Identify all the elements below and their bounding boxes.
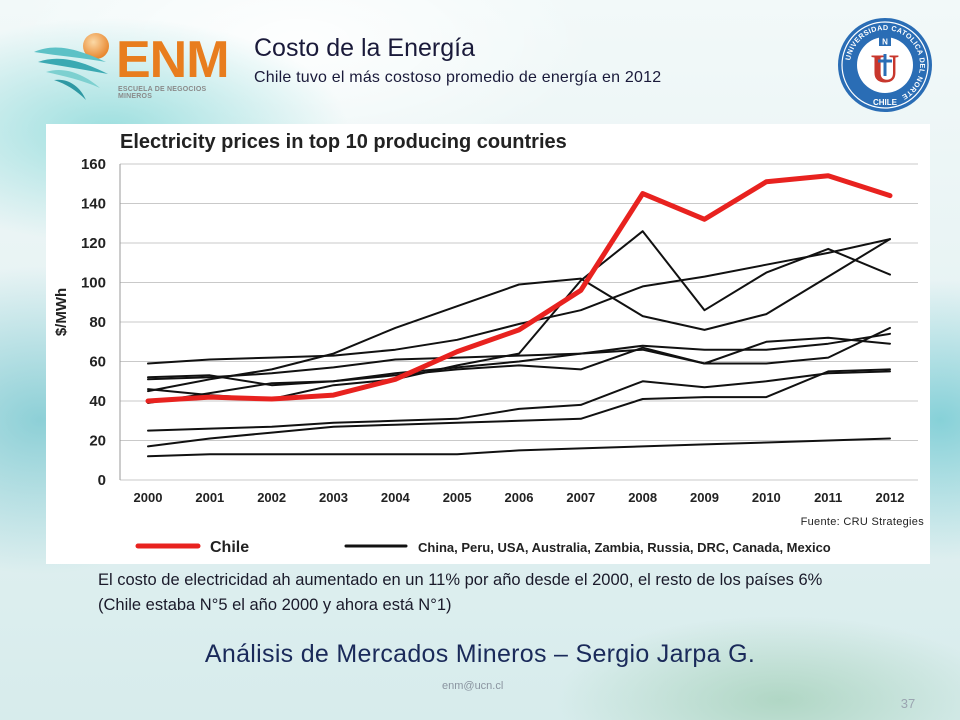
y-tick-label: 40 bbox=[89, 393, 106, 410]
explanatory-note: El costo de electricidad ah aumentado en… bbox=[98, 571, 823, 614]
footer-email: enm@ucn.cl bbox=[442, 680, 504, 692]
y-tick-label: 20 bbox=[89, 433, 106, 450]
footer-title: Análisis de Mercados Mineros – Sergio Ja… bbox=[204, 640, 756, 668]
enm-swirl-icon bbox=[34, 33, 109, 100]
enm-logo: ENM ESCUELA DE NEGOCIOS MINEROS bbox=[28, 28, 238, 102]
source-note: Fuente: CRU Strategies bbox=[800, 516, 924, 528]
enm-brand: ENM bbox=[116, 31, 230, 89]
series-line-other bbox=[147, 326, 891, 404]
seal-badge: N bbox=[882, 38, 888, 47]
chart-gridlines bbox=[119, 163, 918, 481]
series-line-other bbox=[147, 370, 891, 432]
series-line-other bbox=[147, 332, 891, 381]
series-line-other bbox=[147, 238, 891, 365]
chart-y-axis-label: $/MWh bbox=[53, 288, 70, 336]
x-tick-label: 2008 bbox=[628, 490, 657, 505]
chart-title: Electricity prices in top 10 producing c… bbox=[120, 131, 567, 153]
chart-legend: Chile China, Peru, USA, Australia, Zambia… bbox=[135, 539, 831, 556]
title-block: Costo de la Energía Chile tuvo el más co… bbox=[254, 34, 661, 87]
page-number: 37 bbox=[900, 696, 916, 711]
x-tick-label: 2004 bbox=[381, 490, 411, 505]
seal-country: CHILE bbox=[873, 98, 898, 107]
electricity-price-chart: Electricity prices in top 10 producing c… bbox=[53, 131, 918, 556]
chart-y-ticks: 0 20 40 60 80 100 120 140 160 bbox=[81, 156, 106, 489]
x-tick-label: 2001 bbox=[195, 490, 224, 505]
page-subtitle: Chile tuvo el más costoso promedio de en… bbox=[254, 69, 662, 86]
x-tick-label: 2000 bbox=[134, 490, 163, 505]
y-tick-label: 140 bbox=[81, 196, 106, 213]
legend-label: China, Peru, USA, Australia, Zambia, Rus… bbox=[418, 540, 831, 555]
x-tick-label: 2005 bbox=[443, 490, 472, 505]
x-tick-label: 2002 bbox=[257, 490, 286, 505]
y-tick-label: 100 bbox=[81, 275, 106, 292]
y-tick-label: 120 bbox=[81, 235, 106, 252]
series-line-other bbox=[147, 238, 891, 393]
legend-label: Chile bbox=[210, 539, 249, 556]
university-seal-icon: UNIVERSIDAD CATOLICA DEL NORTE CHILE U N bbox=[838, 18, 932, 112]
x-tick-label: 2012 bbox=[876, 490, 905, 505]
y-tick-label: 60 bbox=[89, 354, 106, 371]
series-line-other bbox=[147, 368, 891, 448]
x-tick-label: 2007 bbox=[566, 490, 595, 505]
series-line-chile bbox=[145, 173, 893, 404]
series-line-other bbox=[147, 437, 891, 458]
x-tick-label: 2011 bbox=[814, 490, 842, 505]
page-title: Costo de la Energía bbox=[254, 34, 475, 62]
y-tick-label: 160 bbox=[81, 156, 106, 173]
y-tick-label: 0 bbox=[98, 472, 106, 489]
x-tick-label: 2010 bbox=[752, 490, 781, 505]
x-tick-label: 2009 bbox=[690, 490, 719, 505]
enm-brand-subtitle: ESCUELA DE NEGOCIOS MINEROS bbox=[118, 86, 207, 100]
chart-x-ticks: 2000 2001 2002 2003 2004 2005 2006 2007 2008 2009… bbox=[134, 490, 905, 505]
x-tick-label: 2003 bbox=[319, 490, 348, 505]
chart-series-chile bbox=[145, 173, 893, 404]
chart-card: Electricity prices in top 10 producing c… bbox=[46, 124, 930, 564]
y-tick-label: 80 bbox=[89, 314, 106, 331]
x-tick-label: 2006 bbox=[505, 490, 534, 505]
series-line-other bbox=[147, 336, 891, 387]
chart-series-others bbox=[147, 230, 891, 458]
